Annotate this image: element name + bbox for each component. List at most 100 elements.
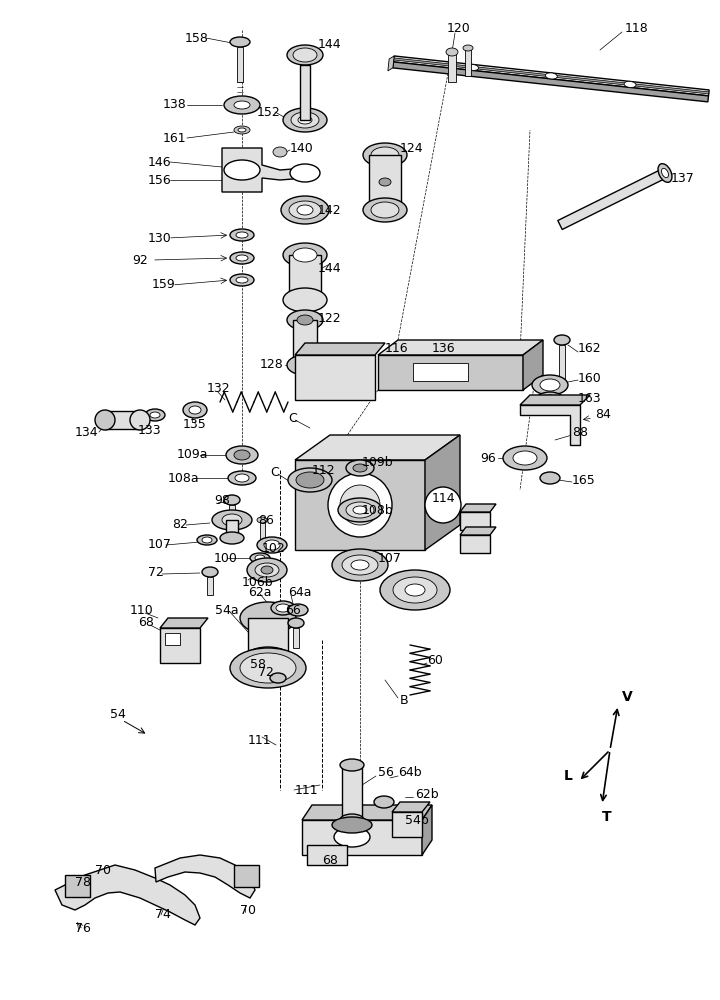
Bar bbox=[289, 255, 321, 300]
Text: 66: 66 bbox=[285, 603, 301, 616]
Ellipse shape bbox=[662, 168, 668, 178]
Ellipse shape bbox=[234, 101, 250, 109]
Ellipse shape bbox=[276, 604, 290, 612]
Text: 112: 112 bbox=[312, 464, 336, 477]
Ellipse shape bbox=[340, 759, 364, 771]
Bar bbox=[559, 345, 565, 390]
Text: 96: 96 bbox=[480, 452, 496, 464]
Text: 130: 130 bbox=[148, 232, 172, 244]
Bar bbox=[207, 577, 213, 595]
Bar bbox=[392, 812, 422, 837]
Polygon shape bbox=[295, 460, 425, 550]
Ellipse shape bbox=[222, 514, 242, 526]
Text: 108a: 108a bbox=[168, 472, 199, 485]
Ellipse shape bbox=[150, 412, 160, 418]
Ellipse shape bbox=[351, 560, 369, 570]
Text: 136: 136 bbox=[432, 342, 456, 355]
Ellipse shape bbox=[270, 673, 286, 683]
Text: 138: 138 bbox=[163, 99, 186, 111]
Bar bbox=[237, 47, 243, 82]
Ellipse shape bbox=[220, 532, 244, 544]
Ellipse shape bbox=[224, 495, 240, 505]
Text: L: L bbox=[564, 770, 572, 784]
Polygon shape bbox=[295, 355, 375, 400]
Polygon shape bbox=[160, 618, 208, 628]
Polygon shape bbox=[394, 58, 709, 94]
Bar bbox=[448, 52, 456, 82]
Ellipse shape bbox=[346, 502, 374, 518]
Text: 98: 98 bbox=[214, 493, 230, 506]
Ellipse shape bbox=[334, 827, 370, 847]
Ellipse shape bbox=[289, 201, 321, 219]
Text: 62b: 62b bbox=[415, 788, 438, 802]
Ellipse shape bbox=[230, 37, 250, 47]
Ellipse shape bbox=[297, 205, 313, 215]
Ellipse shape bbox=[353, 464, 367, 472]
Ellipse shape bbox=[380, 570, 450, 610]
Ellipse shape bbox=[257, 517, 267, 523]
Bar bbox=[293, 320, 317, 365]
Polygon shape bbox=[295, 343, 385, 355]
Ellipse shape bbox=[328, 473, 392, 537]
Ellipse shape bbox=[271, 601, 295, 615]
Ellipse shape bbox=[257, 537, 287, 553]
Text: 114: 114 bbox=[432, 491, 456, 504]
Ellipse shape bbox=[463, 45, 473, 51]
Text: 152: 152 bbox=[257, 105, 281, 118]
Polygon shape bbox=[302, 805, 432, 820]
Polygon shape bbox=[520, 395, 590, 405]
Ellipse shape bbox=[374, 796, 394, 808]
Ellipse shape bbox=[264, 540, 280, 550]
Ellipse shape bbox=[283, 288, 327, 312]
Text: 54b: 54b bbox=[405, 814, 428, 826]
Text: 68: 68 bbox=[138, 615, 154, 629]
Text: 109a: 109a bbox=[177, 448, 209, 462]
Bar bbox=[307, 845, 347, 865]
Bar bbox=[229, 505, 235, 530]
Ellipse shape bbox=[363, 198, 407, 222]
Ellipse shape bbox=[240, 647, 296, 679]
Ellipse shape bbox=[658, 164, 672, 182]
Ellipse shape bbox=[230, 229, 254, 241]
Ellipse shape bbox=[353, 506, 367, 514]
Text: 92: 92 bbox=[132, 253, 148, 266]
Text: 142: 142 bbox=[318, 204, 341, 217]
Ellipse shape bbox=[238, 128, 246, 132]
Text: 163: 163 bbox=[578, 391, 602, 404]
Text: 109b: 109b bbox=[362, 456, 394, 468]
Ellipse shape bbox=[340, 814, 364, 826]
Ellipse shape bbox=[446, 48, 458, 56]
Ellipse shape bbox=[425, 487, 461, 523]
Polygon shape bbox=[425, 435, 460, 550]
Bar bbox=[465, 48, 471, 76]
Ellipse shape bbox=[503, 446, 547, 470]
Ellipse shape bbox=[230, 252, 254, 264]
Text: 144: 144 bbox=[318, 261, 341, 274]
Polygon shape bbox=[295, 435, 460, 460]
Ellipse shape bbox=[281, 196, 329, 224]
Ellipse shape bbox=[287, 45, 323, 65]
Bar bbox=[65, 875, 90, 897]
Bar bbox=[413, 363, 468, 381]
Bar bbox=[234, 865, 259, 887]
Text: 161: 161 bbox=[163, 131, 186, 144]
Bar bbox=[293, 628, 299, 648]
Text: 158: 158 bbox=[185, 31, 209, 44]
Text: 64b: 64b bbox=[398, 766, 422, 780]
Ellipse shape bbox=[224, 160, 260, 180]
Text: 100: 100 bbox=[214, 552, 238, 564]
Polygon shape bbox=[392, 802, 430, 812]
Text: 62a: 62a bbox=[248, 585, 271, 598]
Text: 120: 120 bbox=[447, 21, 471, 34]
Bar bbox=[165, 633, 180, 645]
Text: V: V bbox=[622, 690, 633, 704]
Text: 56: 56 bbox=[378, 766, 394, 780]
Text: 133: 133 bbox=[138, 424, 161, 436]
Ellipse shape bbox=[228, 471, 256, 485]
Polygon shape bbox=[523, 340, 543, 390]
Text: 160: 160 bbox=[578, 371, 602, 384]
Ellipse shape bbox=[342, 555, 378, 575]
Bar bbox=[260, 520, 265, 542]
Text: 76: 76 bbox=[75, 922, 91, 934]
Text: 124: 124 bbox=[400, 141, 423, 154]
